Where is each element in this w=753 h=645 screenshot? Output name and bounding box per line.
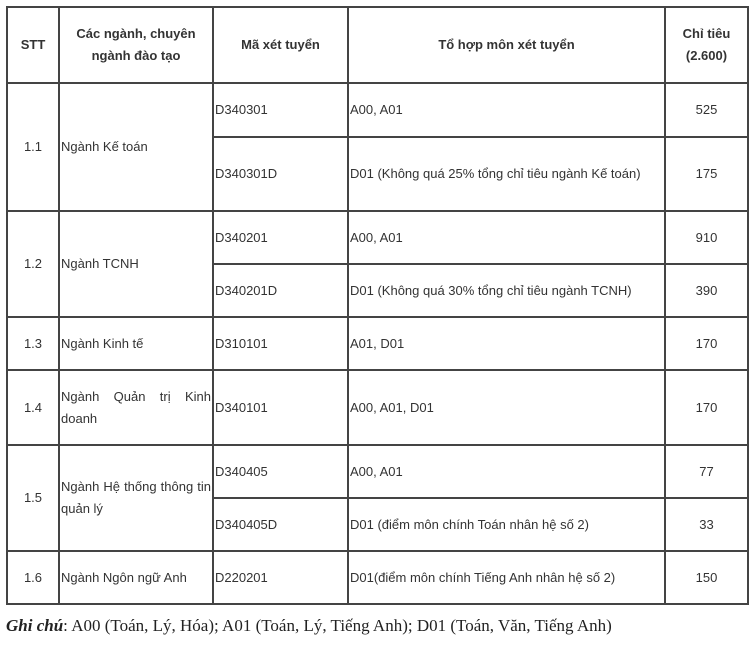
table-row: D340201D D01 (Không quá 30% tổng chỉ tiêu… — [7, 263, 749, 318]
stt-cell: 1.6 — [6, 550, 60, 605]
combination-cell: A00, A01 — [347, 444, 666, 499]
major-cell: Ngành TCNH — [58, 210, 214, 318]
quota-cell: 77 — [664, 444, 749, 499]
header-major: Các ngành, chuyên ngành đào tạo — [58, 6, 214, 84]
quota-cell: 175 — [664, 136, 749, 212]
stt-cell: 1.1 — [6, 82, 60, 212]
header-row: STT Các ngành, chuyên ngành đào tạo Mã x… — [6, 6, 749, 84]
combination-cell: D01(điểm môn chính Tiếng Anh nhân hệ số … — [347, 550, 666, 605]
code-cell: D340405D — [212, 497, 349, 552]
quota-cell: 150 — [664, 550, 749, 605]
quota-cell: 170 — [664, 369, 749, 446]
table-row: D340301D D01 (Không quá 25% tổng chỉ tiêu… — [7, 136, 749, 212]
stt-cell: 1.4 — [6, 369, 60, 446]
table-row: 1.6 Ngành Ngôn ngữ Anh D220201 D01(điểm môn… — [6, 550, 749, 605]
stt-cell: 1.3 — [6, 316, 60, 371]
combination-cell: A00, A01 — [347, 82, 666, 138]
combination-cell: A00, A01 — [347, 210, 666, 265]
table-row: D340405D D01 (điểm môn chính Toán nhân hệ… — [7, 497, 749, 552]
quota-cell: 525 — [664, 82, 749, 138]
header-code: Mã xét tuyển — [212, 6, 349, 84]
code-cell: D310101 — [212, 316, 349, 371]
code-cell: D220201 — [212, 550, 349, 605]
stt-cell: 1.5 — [6, 444, 60, 552]
footnote-label: Ghi chú — [6, 616, 64, 635]
table-row: 1.2 Ngành TCNH D340201 A00, A01 910 — [6, 210, 749, 318]
footnote: Ghi chú: A00 (Toán, Lý, Hóa); A01 (Toán,… — [6, 616, 612, 636]
code-cell: D340101 — [212, 369, 349, 446]
code-cell: D340201D — [212, 263, 349, 318]
major-cell: Ngành Hệ thống thông tin quản lý — [58, 444, 214, 552]
table-row: 1.3 Ngành Kinh tế D310101 A01, D01 170 — [6, 316, 749, 371]
code-cell: D340405 — [212, 444, 349, 499]
major-cell: Ngành Quản trị Kinh doanh — [58, 369, 214, 446]
combination-cell: D01 (điểm môn chính Toán nhân hệ số 2) — [347, 497, 666, 552]
table-row: 1.1 Ngành Kế toán D340301 A00, A01 525 — [6, 82, 749, 212]
header-stt: STT — [6, 6, 60, 84]
combination-cell: D01 (Không quá 25% tổng chỉ tiêu ngành K… — [347, 136, 666, 212]
footnote-text: : A00 (Toán, Lý, Hóa); A01 (Toán, Lý, Ti… — [63, 616, 612, 635]
quota-cell: 390 — [664, 263, 749, 318]
major-cell: Ngành Kế toán — [58, 82, 214, 212]
quota-cell: 910 — [664, 210, 749, 265]
header-quota: Chỉ tiêu (2.600) — [664, 6, 749, 84]
combination-cell: A00, A01, D01 — [347, 369, 666, 446]
major-cell: Ngành Ngôn ngữ Anh — [58, 550, 214, 605]
quota-cell: 170 — [664, 316, 749, 371]
quota-cell: 33 — [664, 497, 749, 552]
code-cell: D340301 — [212, 82, 349, 138]
combination-cell: A01, D01 — [347, 316, 666, 371]
code-cell: D340301D — [212, 136, 349, 212]
table-row: 1.4 Ngành Quản trị Kinh doanh D340101 A00, … — [6, 369, 749, 446]
major-cell: Ngành Kinh tế — [58, 316, 214, 371]
table-row: 1.5 Ngành Hệ thống thông tin quản lý D3404… — [6, 444, 749, 552]
combination-cell: D01 (Không quá 30% tổng chỉ tiêu ngành T… — [347, 263, 666, 318]
code-cell: D340201 — [212, 210, 349, 265]
admission-quota-table: STT Các ngành, chuyên ngành đào tạo Mã x… — [6, 6, 749, 605]
stt-cell: 1.2 — [6, 210, 60, 318]
header-combination: Tổ hợp môn xét tuyển — [347, 6, 666, 84]
